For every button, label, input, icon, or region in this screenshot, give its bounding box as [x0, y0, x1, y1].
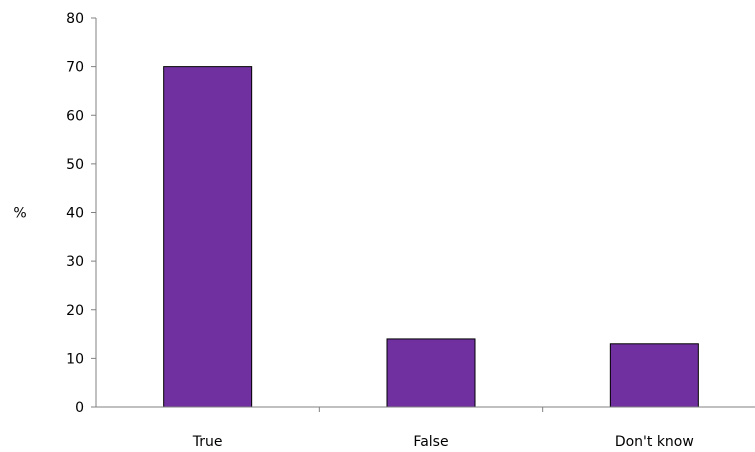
bar-false [386, 338, 476, 408]
y-tick-label: 10 [66, 351, 84, 367]
x-tick-label: True [192, 434, 223, 450]
x-axis-ticks: True False Don't know [192, 407, 694, 450]
y-tick-label: 0 [75, 400, 84, 416]
bar-don-t-know [609, 343, 699, 408]
y-tick-label: 60 [66, 108, 84, 124]
y-tick-label: 40 [66, 206, 84, 222]
y-axis-label: % [13, 206, 26, 222]
x-tick-label: False [413, 434, 448, 450]
y-tick-label: 80 [66, 11, 84, 27]
bars [163, 66, 699, 408]
y-tick-label: 50 [66, 157, 84, 173]
y-tick-label: 70 [66, 60, 84, 76]
y-tick-label: 30 [66, 254, 84, 270]
y-axis-ticks: 0 10 20 30 40 50 60 70 80 [66, 11, 96, 416]
bar-true [163, 66, 253, 408]
x-tick-label: Don't know [615, 434, 694, 450]
y-tick-label: 20 [66, 303, 84, 319]
